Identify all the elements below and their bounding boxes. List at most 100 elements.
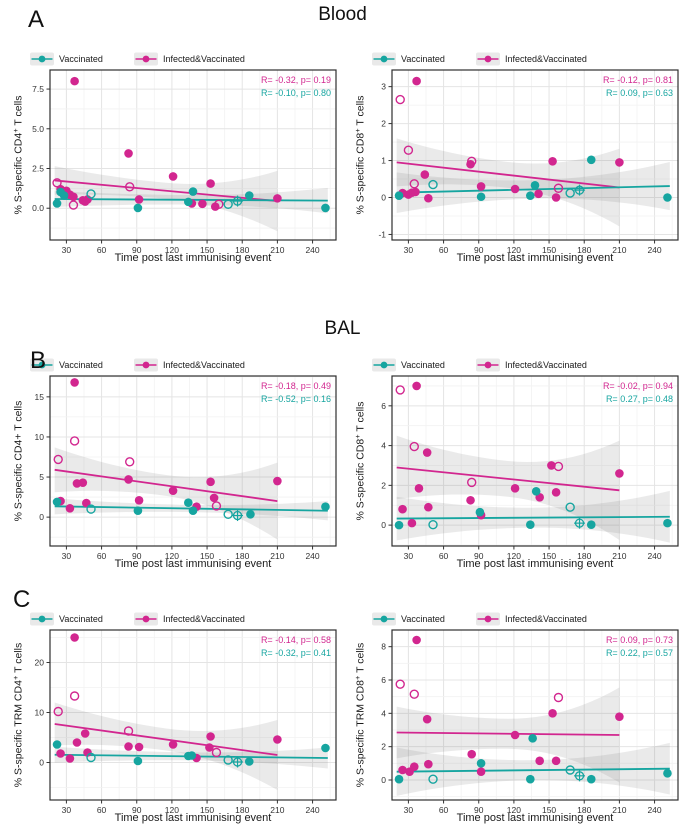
svg-text:210: 210 (270, 245, 284, 255)
svg-text:60: 60 (439, 805, 449, 815)
svg-text:240: 240 (305, 805, 319, 815)
x-axis: 30 60 90 120 150 180 210 240 Time post last immu… (62, 240, 320, 264)
legend-dot-infected (484, 615, 492, 623)
svg-text:210: 210 (270, 805, 284, 815)
svg-text:60: 60 (97, 245, 107, 255)
legend-dot-vaccinated (380, 615, 388, 623)
x-axis-title: Time post last immunising event (457, 558, 614, 570)
annotation-vaccinated: R= 0.22, p= 0.57 (606, 648, 673, 658)
x-axis: 30 60 90 120 150 180 210 240 Time post last immu… (404, 546, 662, 570)
svg-text:2.5: 2.5 (32, 164, 44, 174)
svg-text:210: 210 (612, 245, 626, 255)
svg-text:0: 0 (381, 193, 386, 203)
y-axis-title: % S-specific CD4+ T cells (11, 96, 25, 215)
annotation-infected: R= -0.32, p= 0.19 (261, 75, 331, 85)
svg-text:0: 0 (39, 758, 44, 768)
legend-dot-infected (484, 361, 492, 369)
legend-label-vaccinated: Vaccinated (401, 54, 445, 64)
correlation-annotations: R= 0.09, p= 0.73 R= 0.22, p= 0.57 (606, 635, 673, 658)
svg-text:90: 90 (474, 245, 484, 255)
chart-svg-blood-cd4: 30 60 90 120 150 180 210 240 Time post last immu… (11, 52, 337, 264)
svg-text:150: 150 (200, 805, 214, 815)
svg-text:60: 60 (439, 551, 449, 561)
x-axis-title: Time post last immunising event (115, 252, 272, 264)
svg-text:240: 240 (647, 245, 661, 255)
svg-text:7.5: 7.5 (32, 84, 44, 94)
legend: Vaccinated Infected&Vaccinated (372, 358, 587, 372)
legend-label-vaccinated: Vaccinated (59, 360, 103, 370)
svg-text:150: 150 (542, 805, 556, 815)
y-axis: 0 10 20 % S-specific TRM CD4+ T cells (11, 643, 50, 787)
svg-text:120: 120 (507, 245, 521, 255)
trend-line-infected (396, 731, 620, 736)
legend-label-vaccinated: Vaccinated (59, 54, 103, 64)
svg-text:2: 2 (381, 742, 386, 752)
svg-text:30: 30 (404, 551, 414, 561)
svg-text:30: 30 (404, 805, 414, 815)
svg-text:60: 60 (97, 551, 107, 561)
svg-text:180: 180 (235, 551, 249, 561)
trend-line-infected (54, 723, 278, 756)
svg-text:150: 150 (200, 551, 214, 561)
panel-letter-c: C (13, 586, 31, 613)
svg-text:60: 60 (439, 245, 449, 255)
y-axis: 0 5 10 15 % S-specific CD4+ T cells (13, 392, 50, 522)
legend-dot-vaccinated (38, 55, 46, 63)
svg-text:6: 6 (381, 675, 386, 685)
gridlines (392, 70, 678, 240)
chart-blood-cd4: 30 60 90 120 150 180 210 240 Time post last immu… (6, 46, 340, 264)
correlation-annotations: R= -0.12, p= 0.81 R= 0.09, p= 0.63 (603, 75, 673, 98)
panel-border (49, 375, 337, 547)
correlation-annotations: R= -0.32, p= 0.19 R= -0.10, p= 0.80 (261, 75, 331, 98)
chart-bal-cd8: 30 60 90 120 150 180 210 240 Time post last immu… (348, 352, 682, 570)
annotation-vaccinated: R= -0.10, p= 0.80 (261, 88, 331, 98)
legend-dot-infected (484, 55, 492, 63)
y-axis-title: % S-specific CD8+ T cells (353, 402, 367, 521)
legend-dot-infected (142, 615, 150, 623)
legend-label-vaccinated: Vaccinated (59, 614, 103, 624)
confidence-band-infected (54, 447, 278, 540)
x-axis: 30 60 90 120 150 180 210 240 Time post last immu… (62, 800, 320, 824)
svg-text:1: 1 (381, 156, 386, 166)
svg-text:10: 10 (35, 432, 45, 442)
svg-text:120: 120 (165, 245, 179, 255)
svg-text:90: 90 (132, 245, 142, 255)
annotation-vaccinated: R= 0.09, p= 0.63 (606, 88, 673, 98)
panel-border (391, 629, 679, 801)
svg-text:90: 90 (132, 805, 142, 815)
panel-border (391, 69, 679, 241)
y-axis-title: % S-specific TRM CD8+ T cells (353, 643, 367, 787)
svg-text:2: 2 (381, 119, 386, 129)
svg-text:240: 240 (647, 805, 661, 815)
legend-label-infected: Infected&Vaccinated (163, 360, 245, 370)
correlation-annotations: R= -0.18, p= 0.49 R= -0.52, p= 0.16 (261, 381, 331, 404)
panel-border (391, 375, 679, 547)
points-vaccinated (394, 487, 672, 530)
y-axis: 0 2 4 6 % S-specific CD8+ T cells (353, 401, 392, 530)
gridlines (50, 630, 336, 800)
annotation-infected: R= -0.18, p= 0.49 (261, 381, 331, 391)
y-axis-title: % S-specific TRM CD4+ T cells (11, 643, 25, 787)
svg-text:180: 180 (577, 805, 591, 815)
panel-letter-b: B (30, 347, 47, 374)
x-axis-title: Time post last immunising event (457, 812, 614, 824)
legend: Vaccinated Infected&Vaccinated (372, 612, 587, 626)
x-axis-title: Time post last immunising event (115, 558, 272, 570)
svg-text:8: 8 (381, 642, 386, 652)
legend-dot-vaccinated (38, 615, 46, 623)
chart-blood-cd8: 30 60 90 120 150 180 210 240 Time post last immu… (348, 46, 682, 264)
trend-line-infected (54, 468, 278, 502)
points-infected (395, 635, 624, 776)
legend: Vaccinated Infected&Vaccinated (30, 612, 245, 626)
points-infected (395, 76, 624, 203)
points-infected (53, 633, 282, 763)
svg-text:180: 180 (577, 245, 591, 255)
trend-line-vaccinated (396, 767, 670, 773)
legend: Vaccinated Infected&Vaccinated (30, 358, 245, 372)
svg-text:5.0: 5.0 (32, 124, 44, 134)
section-title-bal: BAL (324, 318, 361, 339)
svg-text:2: 2 (381, 480, 386, 490)
svg-text:3: 3 (381, 82, 386, 92)
